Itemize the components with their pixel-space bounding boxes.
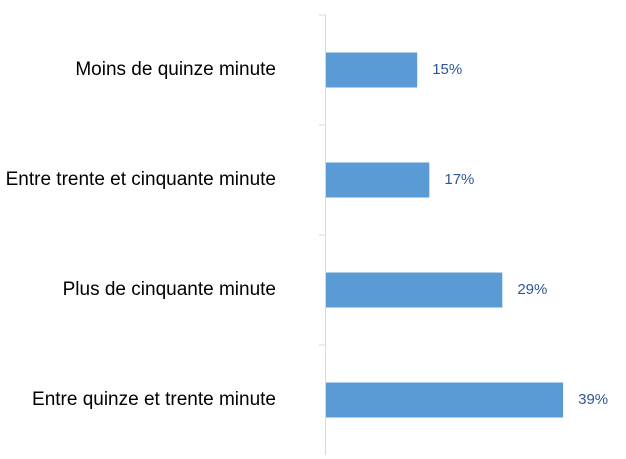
data-label: 29% [517, 281, 547, 298]
data-label: 39% [578, 391, 608, 408]
category-label-box: Entre trente et cinquante minute [0, 135, 300, 225]
category-label: Entre quinze et trente minute [32, 389, 276, 411]
bar [326, 162, 430, 198]
data-label: 17% [444, 171, 474, 188]
category-label-box: Moins de quinze minute [0, 25, 300, 115]
category-label: Moins de quinze minute [75, 59, 276, 81]
category-label: Entre trente et cinquante minute [5, 169, 276, 191]
category-label-box: Plus de cinquante minute [0, 245, 300, 335]
category-label: Plus de cinquante minute [62, 279, 276, 301]
category-label-box: Entre quinze et trente minute [0, 355, 300, 445]
bar [326, 272, 503, 308]
bar [326, 52, 418, 88]
bar [326, 382, 564, 418]
data-label: 15% [432, 61, 462, 78]
